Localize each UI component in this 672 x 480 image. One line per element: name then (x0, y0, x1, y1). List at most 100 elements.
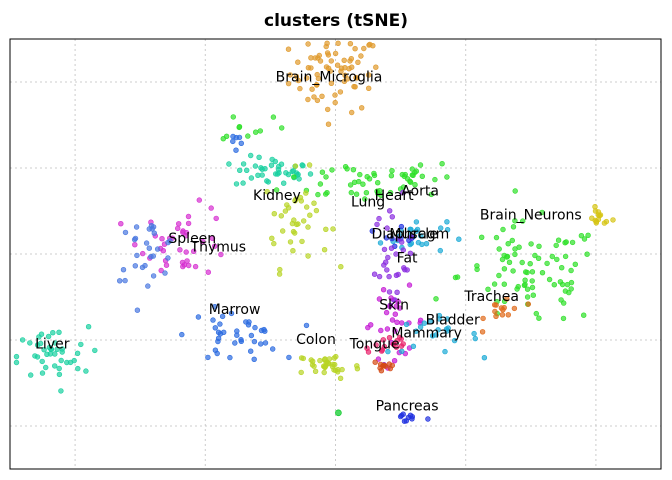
point-lung-15 (303, 190, 309, 196)
point-lung-36 (299, 238, 305, 245)
point-kidney-17 (272, 158, 278, 165)
point-skin-13 (376, 296, 383, 302)
point-lung-16 (306, 162, 313, 168)
plot-frame (9, 38, 662, 470)
point-liver-37 (13, 359, 20, 366)
point-fat-12 (408, 234, 415, 240)
point-liver-10 (85, 324, 92, 330)
point-kidney-21 (281, 180, 287, 186)
point-lung-7 (330, 226, 336, 232)
point-thymus-24 (122, 229, 129, 236)
point-bladder-1 (442, 348, 448, 355)
point-brain-microglia-28 (305, 96, 311, 103)
point-brain-microglia-39 (366, 85, 372, 92)
point-skin-17 (387, 303, 393, 309)
point-trachea-b-10 (525, 301, 531, 307)
point-bladder-21 (385, 348, 391, 355)
point-diaphragm-5 (437, 247, 443, 254)
cluster-label-fat: Fat (397, 250, 418, 266)
point-fat-20 (381, 262, 387, 268)
point-brain-microglia-19 (304, 75, 310, 81)
point-skin-9 (375, 356, 382, 362)
point-brain-microglia-25 (324, 40, 330, 46)
point-aorta-0 (419, 173, 425, 180)
point-colon-10 (321, 369, 327, 376)
point-spleen-26 (176, 221, 182, 227)
point-thymus-3 (134, 252, 140, 259)
point-colon-1 (337, 375, 344, 381)
point-liver-35 (83, 368, 89, 374)
point-lung-37 (292, 198, 298, 204)
point-trachea-72 (581, 236, 588, 242)
point-heart-36 (291, 174, 297, 180)
point-trachea-77 (509, 237, 515, 244)
point-liver-16 (27, 340, 33, 346)
point-bladder-11 (399, 348, 405, 354)
point-brain-microglia-62 (365, 72, 372, 78)
point-mammary-15 (390, 341, 397, 348)
point-marrow-36 (195, 314, 202, 320)
point-thymus-25 (162, 270, 168, 276)
point-thymus-18 (150, 253, 157, 259)
point-muscle-6 (389, 235, 395, 242)
point-trachea-29 (566, 289, 572, 296)
point-marrow-17 (234, 328, 240, 334)
point-brain-neurons-8 (592, 208, 599, 214)
point-trachea-31 (493, 234, 500, 241)
point-lung-9 (307, 212, 313, 218)
point-brain-microglia-66 (311, 94, 317, 100)
point-brain-microglia-46 (297, 85, 303, 92)
point-trachea-b-13 (493, 302, 499, 308)
point-tongue-7 (386, 361, 392, 367)
point-lung-23 (313, 207, 320, 214)
point-trachea-28 (585, 232, 591, 239)
point-trachea-68 (491, 281, 498, 287)
point-diaphragm-6 (438, 225, 444, 231)
point-trachea-58 (580, 312, 587, 318)
point-fat-17 (399, 239, 405, 245)
point-trachea-16 (510, 268, 516, 274)
point-lung-21 (284, 202, 290, 208)
point-thymus-8 (133, 224, 140, 230)
point-diaphragm-19 (415, 239, 422, 246)
point-brain-microglia-48 (349, 109, 355, 116)
point-bladder-14 (436, 316, 442, 322)
point-trachea-b-0 (499, 312, 506, 318)
point-brain-microglia-7 (305, 64, 312, 71)
point-spleen-7 (185, 220, 192, 227)
point-kidney-22 (233, 181, 240, 187)
point-bladder-10 (413, 328, 419, 334)
point-marrow-23 (212, 347, 219, 353)
point-spleen-17 (218, 251, 224, 258)
point-trachea-17 (512, 251, 518, 258)
point-bladder-17 (435, 327, 441, 333)
point-lung-19 (292, 230, 298, 236)
point-liver-18 (59, 349, 65, 355)
point-trachea-26 (546, 276, 553, 283)
cluster-label-tongue: Tongue (349, 336, 400, 352)
point-muscle-0 (383, 235, 390, 241)
point-upper-green-9 (236, 123, 243, 130)
cluster-label-trachea: Trachea (463, 289, 519, 305)
point-lung-31 (323, 226, 329, 233)
point-thymus-21 (142, 262, 148, 269)
point-spleen-33 (140, 250, 146, 257)
point-trachea-69 (568, 279, 575, 286)
point-brain-microglia-41 (328, 80, 335, 87)
point-brain-microglia-27 (355, 59, 361, 65)
point-trachea-82 (519, 259, 525, 266)
point-kidney-32 (255, 172, 261, 179)
point-lung-10 (282, 208, 289, 214)
point-brain-microglia-26 (334, 62, 341, 68)
point-marrow-20 (262, 340, 269, 346)
point-colon-20 (354, 363, 360, 369)
point-brain-microglia-59 (332, 99, 338, 106)
point-marrow-0 (212, 325, 219, 331)
point-trachea-b-3 (479, 329, 486, 335)
point-thymus-17 (154, 246, 161, 252)
point-trachea-57 (578, 233, 585, 239)
point-skin-22 (365, 324, 371, 331)
point-colon-24 (333, 353, 339, 360)
point-trachea-76 (562, 253, 569, 260)
